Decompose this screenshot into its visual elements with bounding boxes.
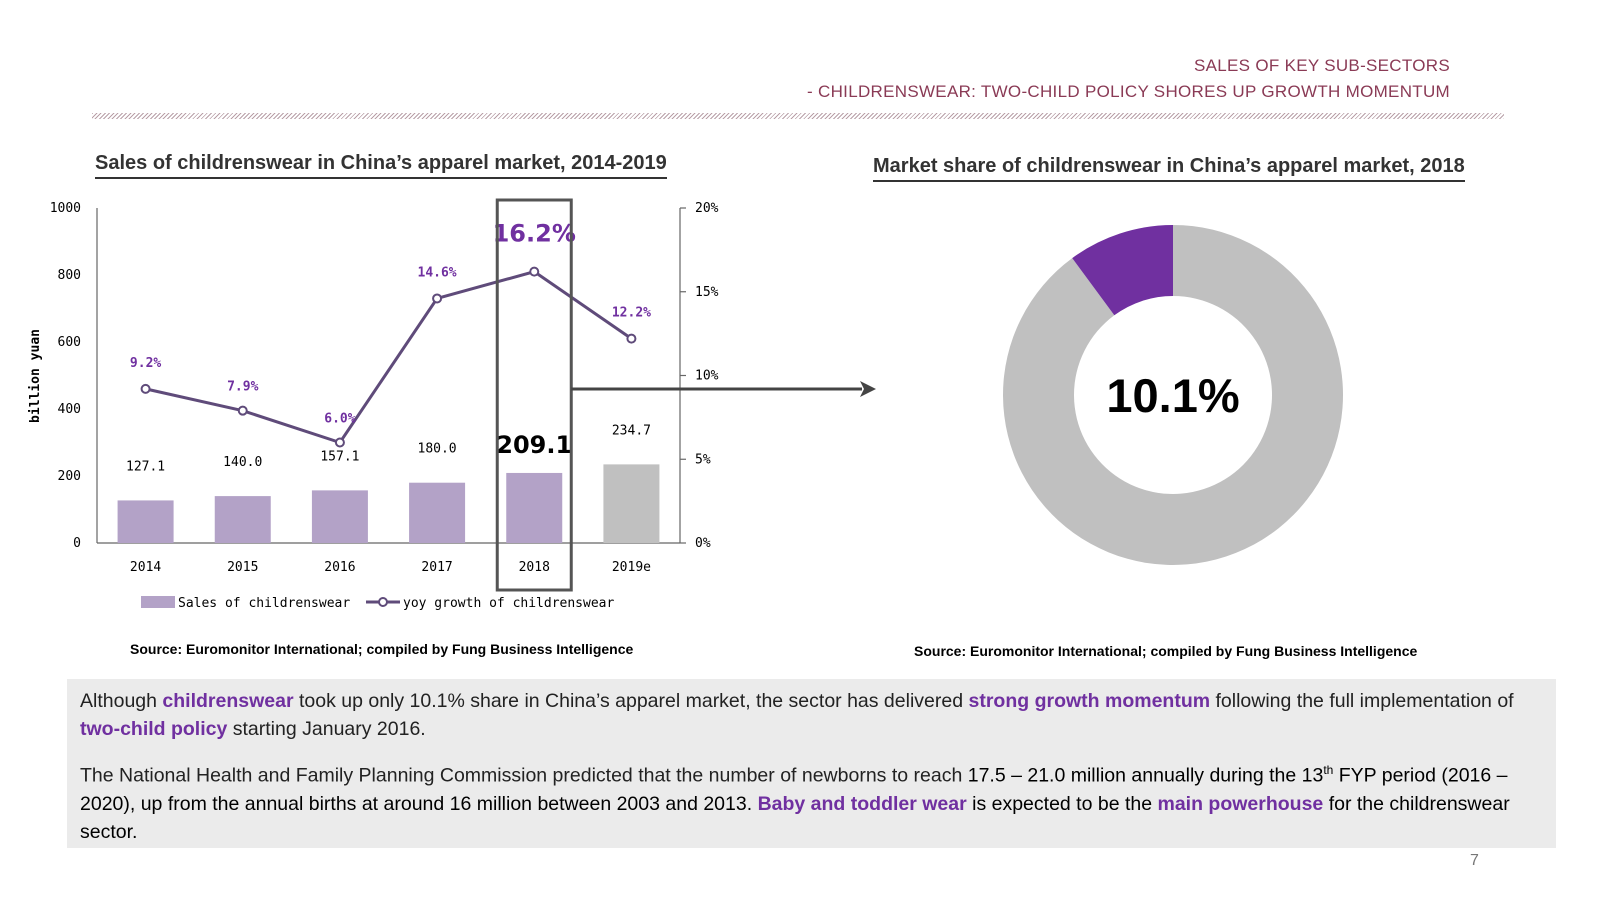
- growth-point-2014: [140, 383, 151, 394]
- x-tick-label: 2014: [130, 560, 161, 575]
- y-tick-label: 0: [73, 536, 81, 551]
- y2-tick-label: 0%: [695, 536, 711, 551]
- bar-2015: [214, 496, 271, 543]
- donut-chart-source: Source: Euromonitor International; compi…: [914, 643, 1418, 659]
- p2-segment-2: th: [1323, 763, 1334, 777]
- p1-segment-1: childrenswear: [162, 690, 294, 712]
- bar-2014: [117, 500, 174, 543]
- growth-point-2016: [334, 437, 345, 448]
- p1-segment-0: Although: [80, 690, 163, 712]
- y-tick-label: 200: [58, 469, 81, 484]
- y-tick-label: 1000: [50, 201, 81, 216]
- highlight-box-2018: [495, 198, 573, 592]
- p2-segment-0: The National Health and Family Planning …: [80, 764, 968, 787]
- bar-2016: [311, 490, 368, 543]
- growth-point-2015: [237, 405, 248, 416]
- bar-2017: [409, 482, 466, 543]
- bar-value-label: 140.0: [223, 455, 262, 470]
- section-header: SALES OF KEY SUB-SECTORS: [1194, 56, 1450, 75]
- bar-chart-title: Sales of childrenswear in China’s appare…: [95, 152, 667, 179]
- p1-segment-6: starting January 2016.: [227, 718, 426, 740]
- y-tick-label: 400: [58, 402, 81, 417]
- donut-slice-other: [1003, 225, 1344, 566]
- legend-bar-label: Sales of childrenswear: [178, 596, 350, 611]
- page-number: 7: [1470, 852, 1479, 869]
- growth-point-2019e: [626, 333, 637, 344]
- p1-segment-2: took up only 10.1% share in China’s appa…: [293, 690, 969, 712]
- bar-value-label: 209.1: [496, 431, 572, 459]
- y-axis-label: billion yuan: [28, 329, 43, 423]
- p2-segment-7: for the childrenswear sector.: [80, 792, 1510, 843]
- p2-segment-5: is expected to be the: [966, 792, 1158, 815]
- p2-segment-3: FYP period (2016 – 2020), up from the an…: [80, 764, 1508, 815]
- x-tick-label: 2016: [324, 560, 355, 575]
- p2-segment-1: 17.5 – 21.0 million annually during the …: [967, 764, 1324, 787]
- growth-line: [145, 270, 633, 445]
- bar-value-label: 157.1: [320, 449, 359, 464]
- x-tick-label: 2017: [421, 560, 452, 575]
- legend-line-marker: [378, 597, 388, 607]
- growth-value-label: 14.6%: [418, 265, 457, 280]
- y-tick-label: 800: [58, 268, 81, 283]
- hatched-divider: [92, 113, 1504, 119]
- bar-value-label: 127.1: [126, 459, 165, 474]
- growth-value-label: 12.2%: [612, 306, 651, 321]
- growth-point-2017: [432, 293, 443, 304]
- p2-segment-6: main powerhouse: [1157, 792, 1324, 815]
- x-tick-label: 2019e: [612, 560, 651, 575]
- section-subheader: - CHILDRENSWEAR: TWO-CHILD POLICY SHORES…: [807, 82, 1450, 101]
- commentary-paragraph-2: The National Health and Family Planning …: [80, 756, 1520, 846]
- y2-tick-label: 20%: [695, 201, 719, 216]
- y2-tick-label: 15%: [695, 285, 719, 300]
- x-tick-label: 2018: [519, 560, 550, 575]
- growth-value-label: 16.2%: [493, 220, 576, 248]
- y2-tick-label: 10%: [695, 369, 719, 384]
- growth-value-label: 6.0%: [324, 412, 355, 427]
- bar-chart-source: Source: Euromonitor International; compi…: [130, 641, 634, 657]
- y2-tick-label: 5%: [695, 452, 711, 467]
- legend-bar-swatch: [141, 596, 175, 608]
- p1-segment-3: strong growth momentum: [968, 690, 1211, 712]
- growth-point-2018: [529, 266, 540, 277]
- bar-value-label: 180.0: [418, 442, 457, 457]
- commentary-box: [67, 679, 1556, 848]
- p1-segment-5: two-child policy: [80, 718, 228, 740]
- y-tick-label: 600: [58, 335, 81, 350]
- bar-value-label: 234.7: [612, 423, 651, 438]
- growth-value-label: 9.2%: [130, 356, 161, 371]
- x-tick-label: 2015: [227, 560, 258, 575]
- donut-slice-childrenswear: [1072, 225, 1173, 316]
- donut-chart-title: Market share of childrenswear in China’s…: [873, 155, 1465, 182]
- commentary-paragraph-1: Although childrenswear took up only 10.1…: [80, 687, 1520, 743]
- callout-arrow-head: [860, 381, 876, 397]
- growth-value-label: 7.9%: [227, 380, 258, 395]
- p2-segment-4: Baby and toddler wear: [757, 792, 967, 815]
- bar-2018: [506, 472, 563, 543]
- p1-segment-4: following the full implementation of: [1210, 690, 1514, 712]
- legend-line-label: yoy growth of childrenswear: [403, 596, 614, 611]
- bar-2019e: [603, 464, 660, 543]
- donut-center-label: 10.1%: [1106, 369, 1239, 422]
